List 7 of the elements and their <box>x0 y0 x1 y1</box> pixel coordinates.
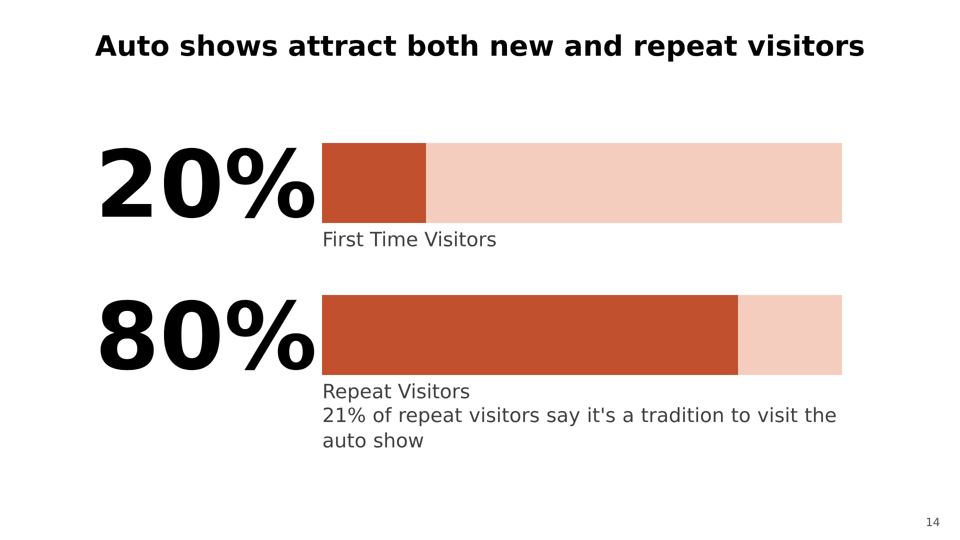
chart-title: Auto shows attract both new and repeat visitors <box>95 34 864 62</box>
data-label: 20% <box>102 148 314 218</box>
data-label: 80% <box>100 300 314 370</box>
text: 14 <box>926 518 940 526</box>
y-tick-label: First Time Visitors <box>324 231 496 247</box>
y-tick-label: Repeat Visitors <box>324 383 470 402</box>
annotation: 21% of repeat visitors say it's a tradition to visit the auto show <box>323 407 836 448</box>
